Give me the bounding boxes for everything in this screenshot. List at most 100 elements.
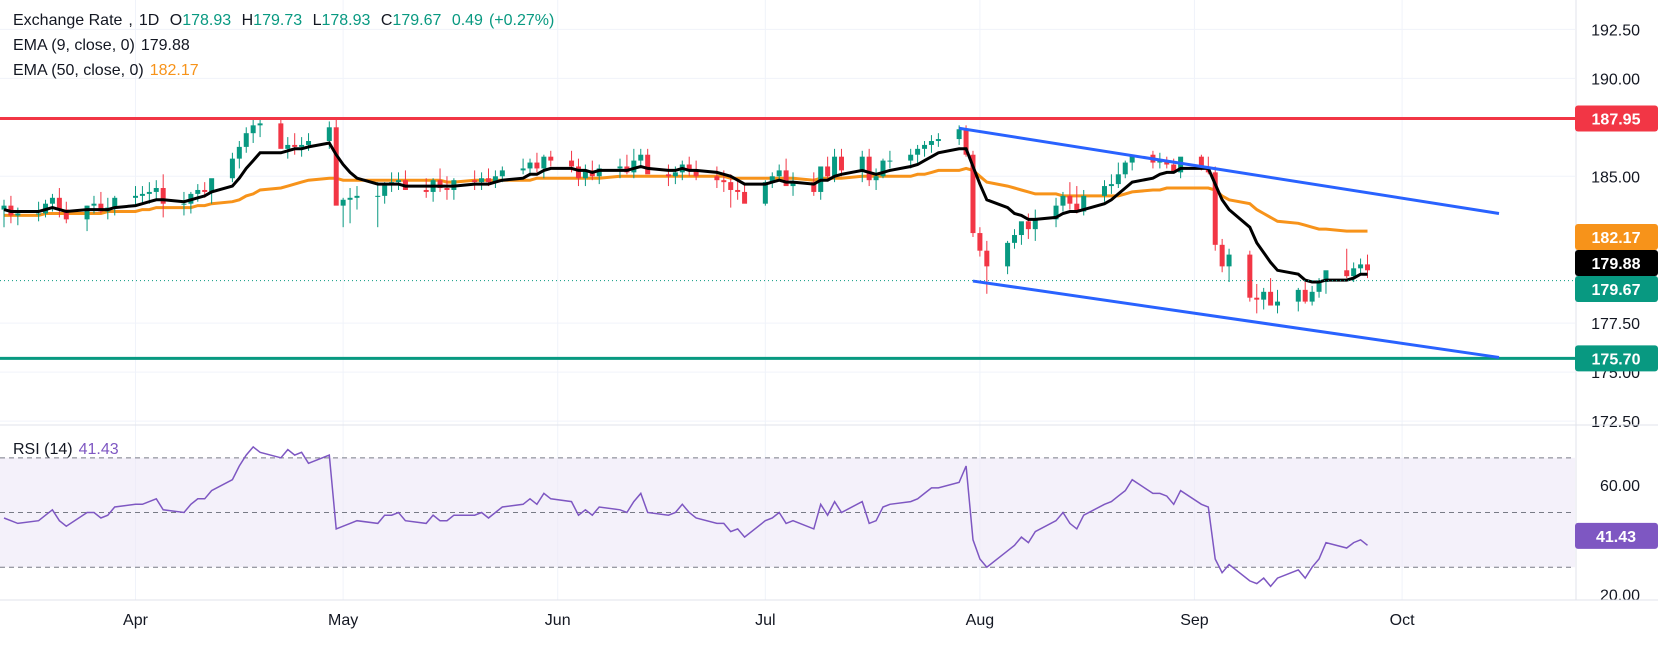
candle bbox=[347, 188, 353, 224]
candle-body bbox=[1060, 195, 1066, 206]
candle-body bbox=[1295, 289, 1301, 302]
candle bbox=[776, 164, 782, 181]
candle-body bbox=[63, 209, 69, 220]
ema50-value: 182.17 bbox=[149, 62, 199, 79]
candle-body bbox=[838, 156, 844, 171]
candle bbox=[541, 154, 547, 179]
candle-body bbox=[354, 195, 360, 198]
open-value: 178.93 bbox=[182, 12, 232, 29]
candle bbox=[451, 178, 457, 200]
candle bbox=[1032, 209, 1038, 241]
candle-body bbox=[112, 197, 118, 208]
candle bbox=[292, 133, 298, 155]
candle-body bbox=[1247, 254, 1253, 298]
candle-body bbox=[49, 197, 55, 204]
candle bbox=[1005, 240, 1011, 275]
candle-body bbox=[229, 158, 235, 179]
candle-body bbox=[485, 178, 491, 183]
change-value: 0.49 bbox=[451, 12, 483, 29]
candle bbox=[1081, 189, 1087, 216]
candle-body bbox=[1275, 301, 1281, 306]
close-key: C bbox=[380, 12, 393, 29]
candle-body bbox=[98, 203, 104, 212]
candle bbox=[769, 172, 775, 189]
channel-trendline[interactable] bbox=[958, 126, 1500, 215]
ema50-layer bbox=[4, 166, 1368, 233]
candle bbox=[1268, 278, 1274, 306]
candle-body bbox=[783, 170, 789, 187]
candle bbox=[887, 150, 893, 169]
interval-label[interactable]: 1D bbox=[138, 12, 160, 29]
candle-body bbox=[1157, 160, 1163, 163]
candle bbox=[1295, 287, 1301, 312]
rsi-value-badge bbox=[1575, 522, 1658, 549]
symbol-title[interactable]: Exchange Rate bbox=[13, 12, 123, 29]
candle bbox=[1129, 154, 1135, 171]
candle bbox=[1219, 238, 1225, 273]
ema9-legend[interactable]: EMA (9, close, 0) 179.88 bbox=[13, 37, 196, 55]
candle-body bbox=[1005, 242, 1011, 267]
channel-trendline[interactable] bbox=[972, 279, 1500, 359]
candle bbox=[181, 191, 187, 216]
rsi-legend-value: 41.43 bbox=[78, 441, 119, 458]
candle-body bbox=[596, 168, 602, 177]
candle-body bbox=[375, 195, 381, 197]
rsi-line-layer bbox=[3, 445, 1368, 588]
candle-body bbox=[1122, 162, 1128, 175]
close-value: 179.67 bbox=[392, 12, 442, 29]
candle bbox=[575, 158, 581, 187]
ema50-legend[interactable]: EMA (50, close, 0) 182.17 bbox=[13, 62, 205, 80]
time-tick-label: Sep bbox=[1180, 612, 1209, 629]
candle bbox=[1101, 180, 1107, 202]
candle bbox=[243, 127, 249, 153]
open-key: O bbox=[169, 12, 183, 29]
candle bbox=[1012, 229, 1018, 249]
price-tick-label: 190.00 bbox=[1591, 71, 1640, 88]
candle-body bbox=[1081, 195, 1087, 212]
candle-body bbox=[153, 188, 159, 192]
candle-body bbox=[202, 189, 208, 192]
candle bbox=[617, 158, 623, 179]
price-badge-text: 179.88 bbox=[1592, 256, 1641, 273]
candle-body bbox=[811, 182, 817, 192]
candle bbox=[1302, 282, 1308, 304]
candle bbox=[520, 158, 526, 175]
candle bbox=[783, 158, 789, 187]
candle bbox=[582, 164, 588, 187]
candle bbox=[548, 150, 554, 167]
candle-body bbox=[984, 250, 990, 267]
candle bbox=[1, 199, 7, 228]
candle-body bbox=[1171, 164, 1177, 173]
candle-body bbox=[299, 144, 305, 147]
candle bbox=[153, 180, 159, 200]
candle bbox=[631, 148, 637, 179]
candle-body bbox=[423, 189, 429, 192]
time-axis: Apr May Jun Jul Aug Sep Oct bbox=[0, 599, 1658, 629]
rsi-label-layer: 41.43 bbox=[1575, 522, 1658, 549]
candle-body bbox=[617, 166, 623, 169]
candle bbox=[1067, 182, 1073, 210]
candle bbox=[437, 168, 443, 192]
candle-body bbox=[963, 129, 969, 155]
candle-body bbox=[735, 189, 741, 192]
candle-body bbox=[569, 160, 575, 167]
candle-body bbox=[520, 168, 526, 171]
candle-body bbox=[1101, 186, 1107, 196]
candle-body bbox=[908, 154, 914, 161]
candle-body bbox=[472, 180, 478, 183]
candle bbox=[1053, 197, 1059, 228]
change-percent: (+0.27%) bbox=[488, 12, 555, 29]
price-badge bbox=[1575, 224, 1658, 250]
candle-body bbox=[1226, 254, 1232, 267]
candle-body bbox=[548, 156, 554, 161]
price-badge-text: 179.67 bbox=[1592, 282, 1641, 299]
candle-body bbox=[437, 180, 443, 189]
candle bbox=[742, 184, 748, 204]
candle-body bbox=[36, 213, 42, 215]
rsi-legend[interactable]: RSI (14) 41.43 bbox=[13, 441, 119, 459]
candle bbox=[112, 195, 118, 216]
candle bbox=[1261, 287, 1267, 310]
candle bbox=[645, 148, 651, 175]
time-tick-label: Jul bbox=[755, 612, 775, 629]
